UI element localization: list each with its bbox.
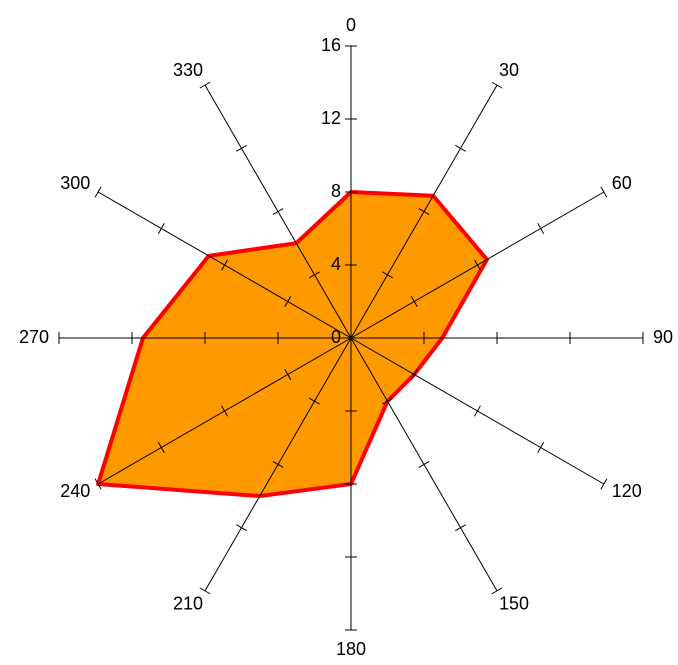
tick-mark <box>284 369 292 380</box>
tick-mark <box>382 397 393 405</box>
axis-label: 240 <box>60 481 90 501</box>
r-tick-label: 0 <box>331 327 341 347</box>
tick-mark <box>309 271 320 279</box>
tick-mark <box>491 587 503 595</box>
axis-label: 330 <box>173 60 203 80</box>
tick-mark <box>221 405 228 417</box>
axis-label: 0 <box>346 15 356 35</box>
tick-mark <box>600 186 608 198</box>
axis-label: 150 <box>499 593 529 613</box>
tick-mark <box>199 81 211 89</box>
tick-mark <box>94 478 102 490</box>
r-tick-label: 12 <box>321 108 341 128</box>
tick-mark <box>309 397 320 405</box>
tick-mark <box>284 296 292 307</box>
tick-mark <box>221 259 228 271</box>
tick-mark <box>236 144 247 152</box>
tick-mark <box>272 208 284 215</box>
tick-mark <box>537 442 545 453</box>
tick-mark <box>455 524 466 532</box>
tick-mark <box>199 587 211 595</box>
r-tick-label: 16 <box>321 35 341 55</box>
tick-mark <box>474 259 481 271</box>
tick-mark <box>418 208 430 215</box>
tick-mark <box>410 296 418 307</box>
tick-mark <box>94 186 102 198</box>
tick-mark <box>455 144 466 152</box>
axis-label: 60 <box>612 173 632 193</box>
tick-mark <box>410 369 418 380</box>
axis-label: 90 <box>653 327 673 347</box>
axis-label: 270 <box>19 327 49 347</box>
tick-mark <box>474 405 481 417</box>
tick-mark <box>600 478 608 490</box>
tick-mark <box>157 442 165 453</box>
r-tick-label: 4 <box>331 254 341 274</box>
tick-mark <box>537 223 545 234</box>
axis-label: 120 <box>612 481 642 501</box>
tick-mark <box>272 461 284 468</box>
axis-label: 180 <box>336 639 366 659</box>
axis-label: 300 <box>60 173 90 193</box>
tick-mark <box>491 81 503 89</box>
tick-mark <box>236 524 247 532</box>
tick-mark <box>418 461 430 468</box>
tick-mark <box>157 223 165 234</box>
r-tick-label: 8 <box>331 181 341 201</box>
axis-label: 210 <box>173 593 203 613</box>
axis-label: 30 <box>499 60 519 80</box>
tick-mark <box>382 271 393 279</box>
